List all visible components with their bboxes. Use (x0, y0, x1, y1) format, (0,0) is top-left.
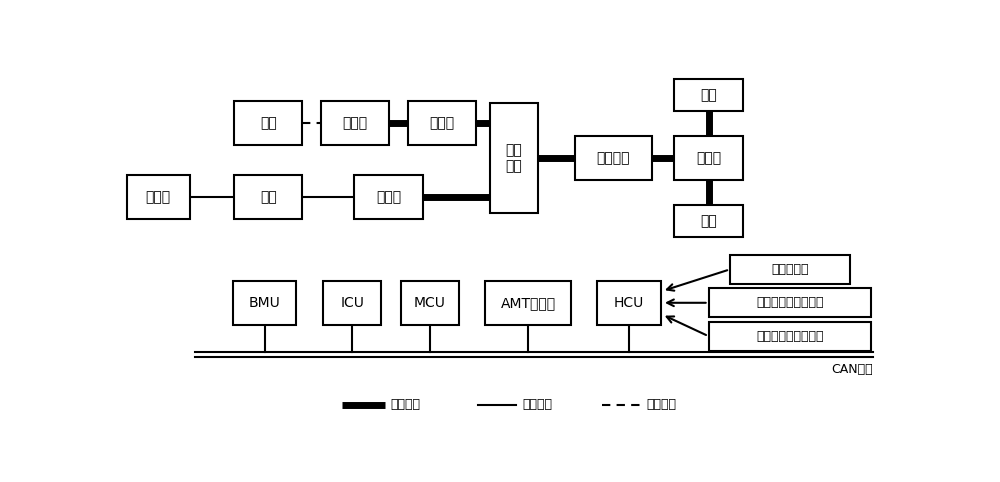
Bar (234, 101, 302, 145)
Bar (234, 175, 302, 219)
Text: 油路连接: 油路连接 (647, 398, 677, 411)
Text: 加速踏板位置传感器: 加速踏板位置传感器 (756, 330, 824, 343)
Text: HCU: HCU (614, 296, 644, 310)
Bar (597, 281, 661, 325)
Text: 变速器: 变速器 (429, 116, 455, 130)
Text: 差速器: 差速器 (696, 151, 721, 165)
Bar (574, 136, 652, 180)
Text: 前轮: 前轮 (700, 88, 717, 102)
Text: 电气连接: 电气连接 (523, 398, 553, 411)
Bar (323, 281, 381, 325)
Bar (674, 79, 743, 111)
Bar (321, 101, 389, 145)
Text: CAN总线: CAN总线 (831, 363, 873, 376)
Bar (485, 281, 571, 325)
Bar (408, 101, 476, 145)
Text: AMT控制器: AMT控制器 (500, 296, 556, 310)
Text: 机械连接: 机械连接 (391, 398, 421, 411)
Text: 主减速器: 主减速器 (596, 151, 630, 165)
Text: BMU: BMU (249, 296, 280, 310)
Bar (730, 255, 850, 284)
Text: ICU: ICU (340, 296, 364, 310)
Bar (401, 281, 459, 325)
Bar (233, 281, 296, 325)
Text: 油笱: 油笱 (260, 116, 277, 130)
Bar (354, 175, 423, 219)
Text: 动力
合成: 动力 合成 (506, 143, 522, 173)
Text: 发动机: 发动机 (343, 116, 368, 130)
Text: MCU: MCU (414, 296, 446, 310)
Text: 电池: 电池 (260, 190, 277, 204)
Bar (127, 175, 190, 219)
Bar (674, 205, 743, 238)
Text: 车速传感器: 车速传感器 (771, 263, 809, 276)
Bar (709, 321, 871, 351)
Text: 制动踏板位置传感器: 制动踏板位置传感器 (756, 296, 824, 309)
Text: 前轮: 前轮 (700, 214, 717, 228)
Text: 电动机: 电动机 (376, 190, 401, 204)
Bar (709, 288, 871, 317)
Bar (674, 136, 743, 180)
Text: 充电器: 充电器 (146, 190, 171, 204)
Bar (490, 103, 538, 213)
